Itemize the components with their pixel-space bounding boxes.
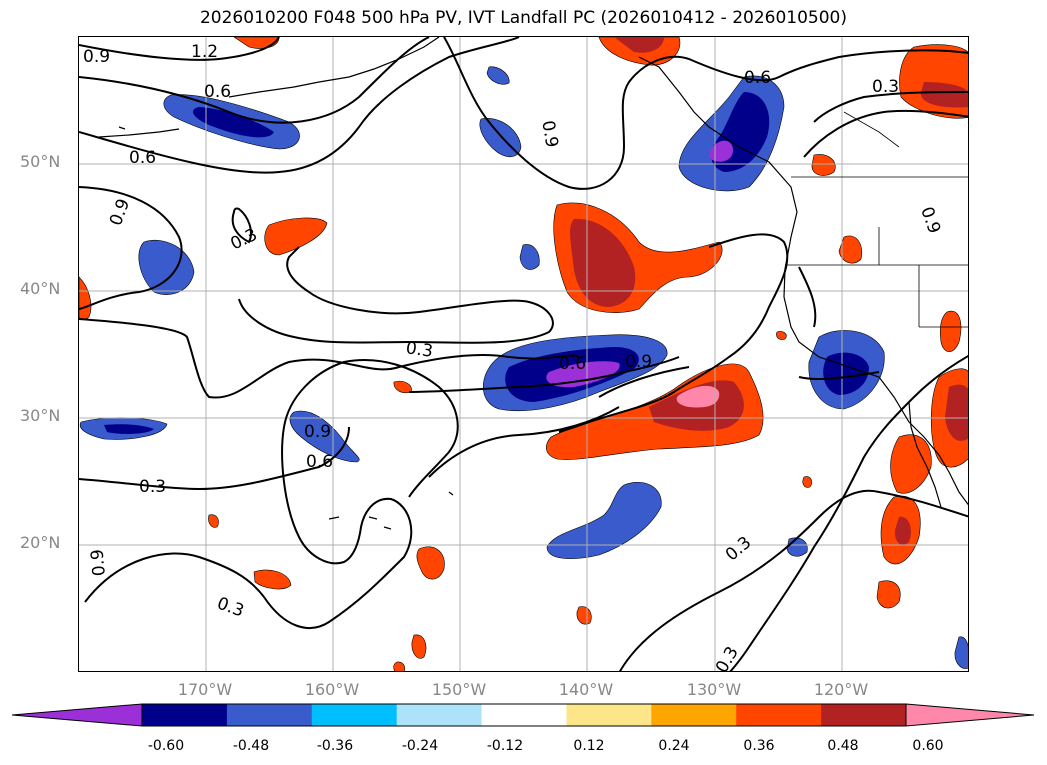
contour-labels: 0.9 1.2 0.6 0.6 0.9 0.3 0.9 0.6 0.3 0.6 … xyxy=(83,42,944,672)
lon-label-140w: 140°W xyxy=(558,680,614,699)
contour-label: 0.6 xyxy=(559,354,586,374)
colorbar-tick: -0.60 xyxy=(147,738,185,754)
map-canvas: 0.9 1.2 0.6 0.6 0.9 0.3 0.9 0.6 0.3 0.6 … xyxy=(79,37,968,672)
contour-label: 0.3 xyxy=(722,533,756,566)
colorbar-segment xyxy=(226,704,313,726)
contour-label: 0.6 xyxy=(744,68,771,88)
contour-label: 0.9 xyxy=(106,196,134,228)
colorbar-segment xyxy=(651,704,737,726)
colorbar-tick: -0.24 xyxy=(401,738,439,754)
contour-label: 0.9 xyxy=(625,352,652,372)
contour-label: 0.3 xyxy=(214,593,246,621)
contour-label: 0.3 xyxy=(139,477,166,497)
lon-label-170w: 170°W xyxy=(177,680,233,699)
colorbar-tick: 0.36 xyxy=(743,738,775,754)
colorbar-tick: -0.12 xyxy=(486,738,524,754)
negative-anomaly-central xyxy=(483,334,668,412)
lat-label-40n: 40°N xyxy=(20,279,61,298)
lon-label-120w: 120°W xyxy=(813,680,869,699)
lat-label-50n: 50°N xyxy=(20,152,61,171)
map-title: 2026010200 F048 500 hPa PV, IVT Landfall… xyxy=(199,8,847,28)
colorbar-segment xyxy=(396,704,483,726)
colorbar-extend-min xyxy=(12,703,143,727)
colorbar-segment xyxy=(481,704,567,726)
gridlines xyxy=(79,37,968,671)
pv-contours xyxy=(79,37,968,671)
lat-label-30n: 30°N xyxy=(20,406,61,425)
contour-label: 0.6 xyxy=(306,452,333,472)
positive-anomaly-central-north xyxy=(553,202,723,313)
map-panel[interactable]: 0.9 1.2 0.6 0.6 0.9 0.3 0.9 0.6 0.3 0.6 … xyxy=(78,36,969,672)
negative-anomaly-east xyxy=(808,330,885,410)
contour-label: 0.3 xyxy=(228,225,261,255)
lon-label-150w: 150°W xyxy=(431,680,487,699)
lat-label-20n: 20°N xyxy=(20,533,61,552)
colorbar-tick: 0.24 xyxy=(658,738,690,754)
contour-label: 1.2 xyxy=(191,42,218,62)
colorbar-segment xyxy=(821,704,907,726)
colorbar-tick: 0.12 xyxy=(573,738,605,754)
lon-label-130w: 130°W xyxy=(686,680,742,699)
colorbar-extend-max xyxy=(905,703,1035,727)
colorbar-segment xyxy=(566,704,652,726)
colorbar-tick: -0.48 xyxy=(232,738,270,754)
colorbar-tick: -0.36 xyxy=(316,738,354,754)
colorbar-segment xyxy=(142,704,228,726)
coastlines xyxy=(98,37,968,530)
colorbar-tick: 0.48 xyxy=(827,738,859,754)
contour-label: 0.9 xyxy=(83,47,110,67)
contour-label: 0.3 xyxy=(405,338,435,362)
colorbar xyxy=(12,703,1035,727)
contour-label: 0.9 xyxy=(916,204,944,236)
pc-shading xyxy=(79,37,968,671)
contour-label: 0.9 xyxy=(88,548,110,577)
colorbar-segment xyxy=(736,704,822,726)
contour-label: 0.3 xyxy=(872,77,899,97)
negative-anomaly-northwest xyxy=(163,94,300,150)
colorbar-tick: 0.60 xyxy=(912,738,944,754)
contour-label: 0.6 xyxy=(204,82,231,102)
contour-label: 0.6 xyxy=(129,148,156,168)
contour-label: 0.3 xyxy=(712,643,743,672)
negative-anomaly-pnw xyxy=(678,75,785,192)
lon-label-160w: 160°W xyxy=(304,680,360,699)
contour-label: 0.9 xyxy=(304,422,331,442)
contour-label: 0.9 xyxy=(537,119,561,149)
colorbar-segment xyxy=(311,704,398,726)
